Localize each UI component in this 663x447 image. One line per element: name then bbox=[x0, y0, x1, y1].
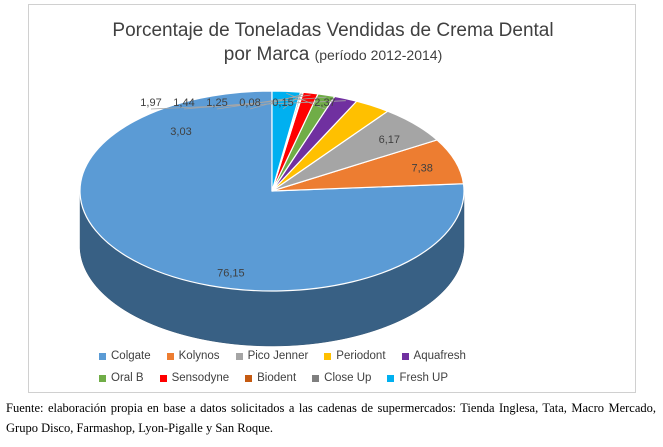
legend-label: Close Up bbox=[324, 372, 372, 384]
legend-swatch bbox=[401, 352, 409, 360]
legend-item: Biodent bbox=[245, 372, 296, 384]
data-label-oral-b: 1,44 bbox=[173, 97, 194, 109]
data-label-fresh-up: 2,37 bbox=[314, 97, 335, 109]
legend-item: Periodont bbox=[324, 350, 386, 362]
legend-label: Pico Jenner bbox=[247, 350, 309, 362]
legend-swatch bbox=[99, 352, 106, 360]
data-label-sensodyne: 1,25 bbox=[206, 97, 227, 109]
leader-line-close-up bbox=[282, 93, 302, 110]
chart-frame: Porcentaje de Toneladas Vendidas de Crem… bbox=[28, 4, 636, 393]
pie-tops bbox=[79, 90, 465, 292]
chart-legend: Colgate Kolynos Pico Jenner Periodont Aquafr… bbox=[99, 345, 569, 389]
data-label-pico-jenner: 6,17 bbox=[379, 134, 400, 146]
data-label-close-up: 0,15 bbox=[272, 97, 293, 109]
data-label-kolynos: 7,38 bbox=[411, 163, 432, 175]
legend-item: Colgate bbox=[99, 350, 151, 362]
chart-title: Porcentaje de Toneladas Vendidas de Crem… bbox=[29, 19, 637, 67]
legend-swatch bbox=[159, 374, 167, 382]
leader-line-fresh-up bbox=[286, 92, 326, 110]
legend-swatch bbox=[324, 352, 332, 360]
legend-item: Sensodyne bbox=[159, 372, 230, 384]
chart-title-line1: Porcentaje de Toneladas Vendidas de Crem… bbox=[112, 20, 554, 41]
legend-row: Oral B Sensodyne Biodent Close Up Fresh UP bbox=[99, 367, 569, 389]
chart-title-brand: por Marca bbox=[223, 44, 310, 65]
legend-label: Colgate bbox=[111, 350, 151, 362]
pie-labels: 76,15 7,38 6,17 3,03 1,97 1,44 1,25 0,08 0,15 2,3… bbox=[140, 92, 433, 279]
legend-swatch bbox=[235, 352, 243, 360]
legend-item: Fresh UP bbox=[387, 372, 448, 384]
legend-label: Fresh UP bbox=[399, 372, 449, 384]
legend-swatch bbox=[312, 374, 320, 382]
data-label-periodont: 3,03 bbox=[170, 126, 191, 138]
legend-swatch bbox=[99, 374, 106, 382]
legend-label: Aquafresh bbox=[413, 350, 466, 362]
legend-label: Sensodyne bbox=[171, 372, 230, 384]
legend-label: Periodont bbox=[336, 350, 386, 362]
chart-subtitle: (período 2012-2014) bbox=[314, 47, 443, 63]
legend-item: Kolynos bbox=[166, 350, 220, 362]
legend-swatch bbox=[166, 352, 174, 360]
legend-label: Kolynos bbox=[178, 350, 220, 362]
legend-swatch bbox=[387, 374, 395, 382]
leader-line-aquafresh bbox=[150, 100, 346, 110]
legend-item: Oral B bbox=[99, 372, 144, 384]
legend-item: Close Up bbox=[312, 372, 371, 384]
source-note: Fuente: elaboración propia en base a dat… bbox=[6, 401, 656, 435]
leader-line-sensodyne bbox=[216, 94, 311, 110]
legend-label: Oral B bbox=[111, 372, 144, 384]
chart-title-line2: por Marca (período 2012-2014) bbox=[29, 43, 637, 67]
legend-label: Biodent bbox=[257, 372, 297, 384]
legend-item: Aquafresh bbox=[401, 350, 466, 362]
legend-item: Pico Jenner bbox=[235, 350, 309, 362]
data-label-colgate: 76,15 bbox=[217, 267, 245, 279]
pie-slice-fresh-up bbox=[271, 90, 302, 192]
data-label-biodent: 0,08 bbox=[239, 97, 260, 109]
pie-chart: 76,15 7,38 6,17 3,03 1,97 1,44 1,25 0,08 0,15 2,3… bbox=[79, 90, 465, 347]
pie-slice-colgate bbox=[79, 90, 465, 292]
legend-swatch bbox=[245, 374, 253, 382]
data-label-aquafresh: 1,97 bbox=[140, 97, 161, 109]
legend-row: Colgate Kolynos Pico Jenner Periodont Aquafr… bbox=[99, 345, 569, 367]
